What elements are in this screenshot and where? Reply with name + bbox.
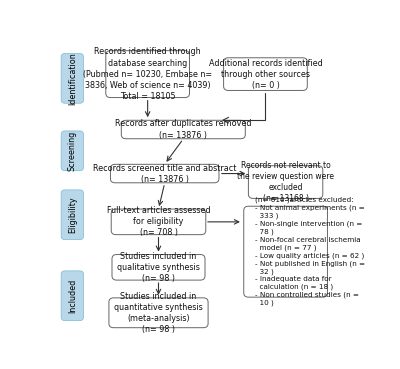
FancyBboxPatch shape — [110, 164, 219, 183]
FancyBboxPatch shape — [106, 51, 190, 97]
FancyBboxPatch shape — [244, 206, 328, 297]
Text: Additional records identified
through other sources
(n= 0 ): Additional records identified through ot… — [208, 59, 322, 90]
Text: Records not relevant to
the review question were
excluded
(n= 13168 ): Records not relevant to the review quest… — [237, 161, 334, 203]
FancyBboxPatch shape — [61, 271, 84, 321]
FancyBboxPatch shape — [111, 209, 206, 235]
Text: Records screened title and abstract
(n= 13876 ): Records screened title and abstract (n= … — [93, 163, 236, 184]
FancyBboxPatch shape — [112, 255, 205, 280]
Text: Records after duplicates removed
(n= 13876 ): Records after duplicates removed (n= 138… — [115, 120, 252, 139]
Text: Eligibility: Eligibility — [68, 196, 77, 233]
FancyBboxPatch shape — [109, 298, 208, 328]
FancyBboxPatch shape — [61, 131, 84, 171]
Text: Screening: Screening — [68, 131, 77, 171]
FancyBboxPatch shape — [61, 190, 84, 239]
Text: Included: Included — [68, 279, 77, 313]
Text: Full-text articles assessed
for eligibility
(n= 708 ): Full-text articles assessed for eligibil… — [107, 206, 210, 238]
Text: Studies included in
qualitative synthesis
(n= 98 ): Studies included in qualitative synthesi… — [117, 252, 200, 283]
FancyBboxPatch shape — [121, 120, 245, 139]
Text: (n= 610 )articles excluded:
- Not animal experiments (n =
  333 )
- Non-single i: (n= 610 )articles excluded: - Not animal… — [255, 197, 365, 306]
Text: Records identified through
database searching
(Pubmed n= 10230, Embase n=
3836, : Records identified through database sear… — [83, 47, 212, 101]
FancyBboxPatch shape — [248, 166, 323, 199]
FancyBboxPatch shape — [61, 54, 84, 103]
FancyBboxPatch shape — [224, 58, 307, 90]
Text: Identification: Identification — [68, 52, 77, 105]
Text: Studies included in
quantitative synthesis
(meta-analysis)
(n= 98 ): Studies included in quantitative synthes… — [114, 292, 203, 334]
